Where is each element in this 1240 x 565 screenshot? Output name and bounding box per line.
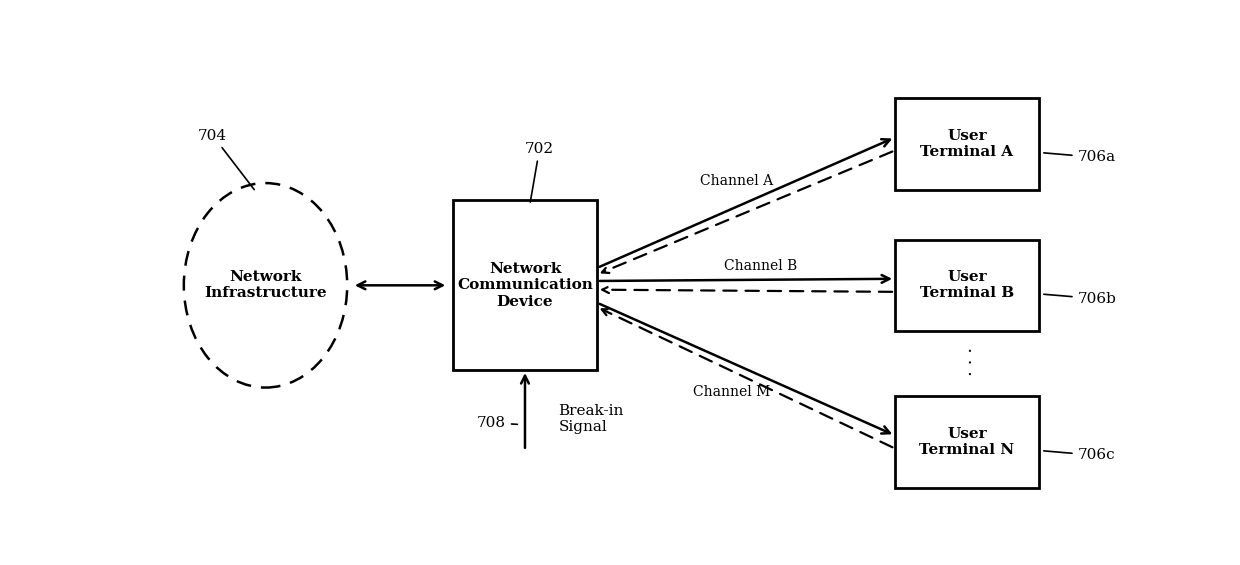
Text: User
Terminal A: User Terminal A xyxy=(920,129,1013,159)
Text: User
Terminal B: User Terminal B xyxy=(920,270,1014,301)
FancyBboxPatch shape xyxy=(895,98,1039,190)
Text: 706b: 706b xyxy=(1044,292,1116,306)
Text: 704: 704 xyxy=(198,129,254,190)
Text: Channel B: Channel B xyxy=(724,259,797,273)
FancyBboxPatch shape xyxy=(895,240,1039,331)
Text: Channel A: Channel A xyxy=(699,174,773,188)
FancyBboxPatch shape xyxy=(453,201,596,370)
Text: Network
Communication
Device: Network Communication Device xyxy=(458,262,593,308)
Text: Channel M: Channel M xyxy=(693,385,770,399)
Text: . . .: . . . xyxy=(959,347,976,376)
Text: 708: 708 xyxy=(477,416,517,430)
FancyBboxPatch shape xyxy=(895,396,1039,488)
Text: 706c: 706c xyxy=(1044,449,1115,462)
Text: Break-in
Signal: Break-in Signal xyxy=(559,404,624,434)
Text: 702: 702 xyxy=(525,142,554,202)
Text: User
Terminal N: User Terminal N xyxy=(920,427,1014,457)
Text: Network
Infrastructure: Network Infrastructure xyxy=(205,270,327,301)
Text: 706a: 706a xyxy=(1044,150,1116,164)
